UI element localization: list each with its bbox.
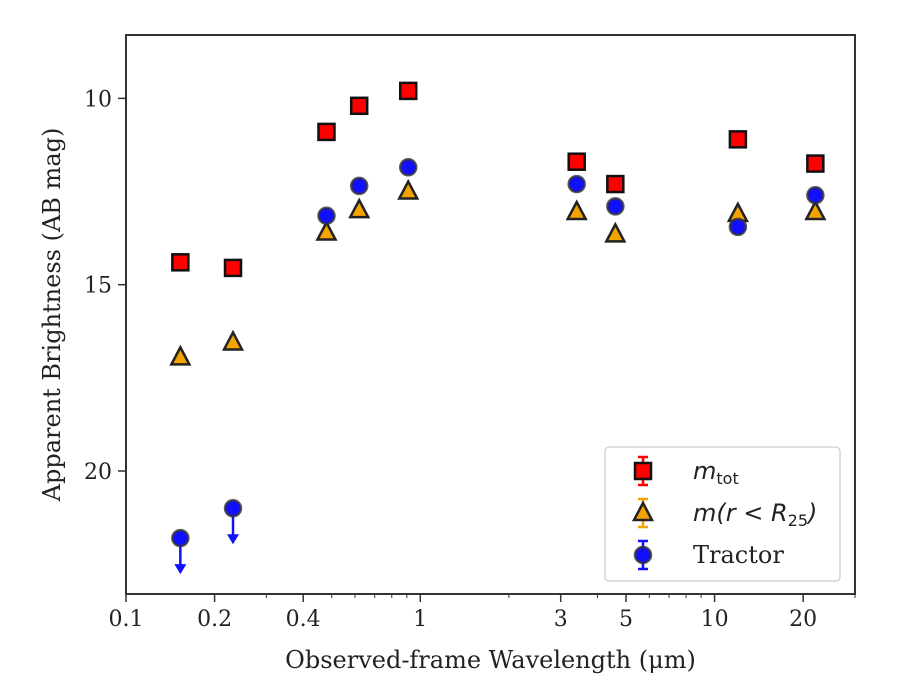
triangle-point-4 [397, 178, 420, 200]
square-point-0 [171, 253, 190, 272]
circle-point-3 [349, 176, 369, 196]
triangle-point-0 [169, 344, 192, 366]
circle-point-7 [728, 217, 748, 237]
circle-point-0 [171, 528, 190, 548]
series-square [171, 81, 825, 278]
square-point-8 [806, 154, 825, 173]
x-tick-label-3: 1 [413, 607, 427, 632]
legend-marker-1 [631, 500, 655, 522]
y-tick-label-2: 20 [84, 460, 112, 485]
legend-box [604, 446, 841, 582]
square-point-4 [398, 81, 418, 101]
y-axis-label: Apparent Brightness (AB mag) [38, 128, 66, 503]
legend-marker-2 [633, 545, 653, 565]
y-tick-label-1: 15 [84, 274, 112, 299]
limit-arrow-head-1 [227, 534, 240, 545]
series-circle [171, 158, 825, 575]
circle-point-5 [567, 174, 586, 194]
x-tick-label-4: 3 [554, 607, 568, 632]
x-tick-label-6: 10 [701, 607, 729, 632]
triangle-point-8 [804, 199, 827, 221]
triangle-point-6 [604, 221, 627, 243]
circle-point-2 [317, 206, 336, 225]
square-point-3 [349, 96, 369, 116]
triangle-point-1 [221, 329, 245, 351]
square-point-5 [567, 152, 586, 171]
square-point-7 [728, 130, 748, 149]
legend-label-1: m(r < R25) [693, 499, 817, 530]
triangle-point-5 [565, 199, 588, 221]
square-point-6 [606, 174, 625, 194]
x-tick-label-7: 20 [789, 607, 817, 632]
triangle-point-2 [315, 219, 338, 241]
x-tick-label-5: 5 [619, 607, 633, 632]
legend-label-2: Tractor [693, 541, 784, 569]
circle-point-4 [398, 158, 418, 177]
legend-label-0: mtot [693, 457, 739, 488]
x-axis-label: Observed-frame Wavelength (μm) [285, 646, 696, 674]
circle-point-1 [223, 499, 243, 518]
square-point-1 [223, 258, 243, 278]
square-point-2 [317, 122, 336, 142]
series-triangle [169, 178, 827, 366]
x-tick-label-0: 0.1 [109, 607, 144, 632]
x-tick-label-1: 0.2 [197, 607, 232, 632]
circle-point-8 [806, 185, 825, 205]
limit-arrow-head-0 [174, 564, 187, 575]
triangle-point-3 [348, 197, 371, 219]
plot-frame [125, 34, 856, 595]
legend: mtot m(r < R25) Tractor [604, 446, 841, 582]
marks-layer [169, 81, 827, 575]
ticks-layer: 0.1 0.2 0.4 1 3 5 10 20 10 15 20 [84, 87, 856, 632]
y-tick-label-0: 10 [84, 87, 112, 112]
circle-point-6 [606, 197, 625, 216]
x-tick-label-2: 0.4 [286, 607, 321, 632]
legend-marker-0 [633, 461, 653, 481]
